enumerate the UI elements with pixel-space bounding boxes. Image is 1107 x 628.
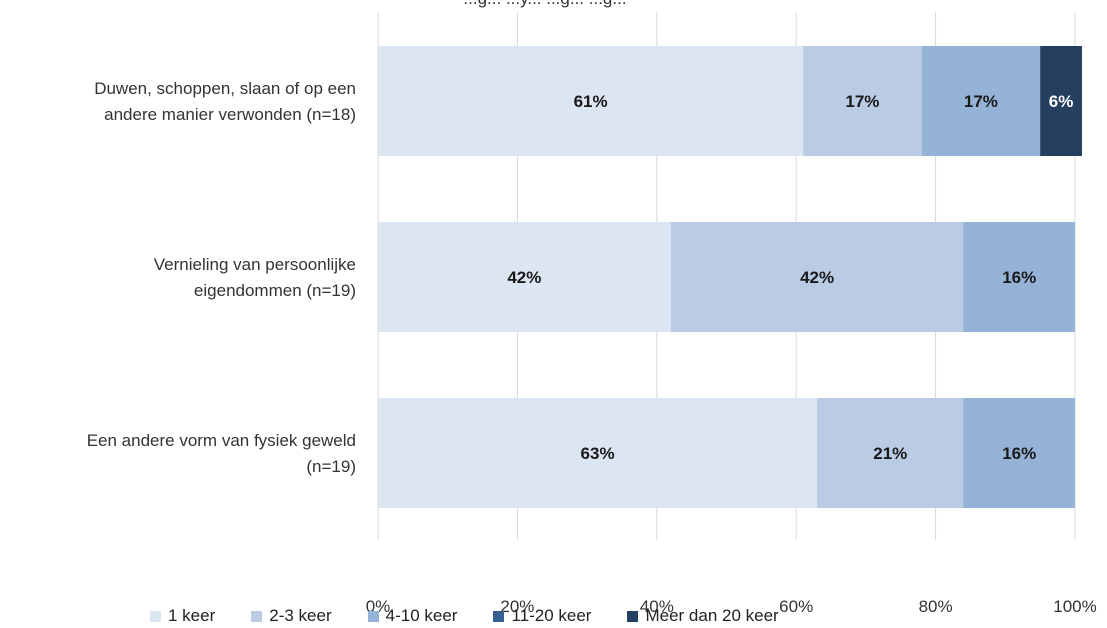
chart-title: ...g... ...y... ...g... ...g... bbox=[463, 0, 626, 8]
data-label: 21% bbox=[873, 444, 907, 463]
legend-label: 2-3 keer bbox=[269, 606, 332, 625]
bar-segment bbox=[817, 398, 964, 508]
category-label: Een andere vorm van fysiek geweld bbox=[87, 431, 356, 450]
legend-item: Meer dan 20 keer bbox=[627, 606, 779, 626]
bar-segment bbox=[963, 398, 1075, 508]
bar-segment bbox=[378, 46, 804, 156]
legend-swatch bbox=[493, 610, 505, 622]
data-label: 42% bbox=[507, 268, 541, 287]
legend-item: 1 keer bbox=[150, 606, 215, 626]
bar-segment bbox=[803, 46, 922, 156]
category-label: andere manier verwonden (n=18) bbox=[104, 105, 356, 124]
x-tick-label: 80% bbox=[919, 597, 953, 616]
x-tick-label: 20% bbox=[500, 597, 534, 616]
legend-swatch bbox=[150, 610, 161, 622]
x-tick-label: 100% bbox=[1053, 597, 1096, 616]
category-label: Vernieling van persoonlijke bbox=[154, 255, 356, 274]
legend-item: 11-20 keer bbox=[493, 606, 591, 626]
bar-segment bbox=[963, 222, 1075, 332]
bar-segment bbox=[921, 46, 1041, 156]
data-label: 17% bbox=[845, 92, 879, 111]
legend-label: Meer dan 20 keer bbox=[645, 606, 779, 625]
data-label: 42% bbox=[800, 268, 834, 287]
x-tick-label: 60% bbox=[779, 597, 813, 616]
data-label: 63% bbox=[581, 444, 615, 463]
data-label: 17% bbox=[964, 92, 998, 111]
data-label: 61% bbox=[574, 92, 608, 111]
legend-item: 2-3 keer bbox=[251, 606, 332, 626]
bar-segment bbox=[1040, 46, 1082, 156]
legend-swatch bbox=[251, 610, 263, 622]
legend-label: 4-10 keer bbox=[385, 606, 458, 625]
data-label: 16% bbox=[1002, 268, 1036, 287]
category-label: (n=19) bbox=[306, 457, 356, 476]
category-label: Duwen, schoppen, slaan of op een bbox=[94, 79, 356, 98]
category-label: eigendommen (n=19) bbox=[194, 281, 356, 300]
x-tick-label: 40% bbox=[640, 597, 674, 616]
chart-legend: 1 keer 2-3 keer 4-10 keer 11-20 keer Meer da… bbox=[150, 606, 1050, 626]
bar-segment bbox=[378, 398, 818, 508]
legend-swatch bbox=[627, 610, 639, 622]
data-label: 6% bbox=[1049, 92, 1074, 111]
legend-item: 4-10 keer bbox=[367, 606, 458, 626]
legend-swatch bbox=[367, 610, 379, 622]
bar-segment bbox=[378, 222, 671, 332]
data-label: 16% bbox=[1002, 444, 1036, 463]
legend-label: 1 keer bbox=[168, 606, 216, 625]
legend-label: 11-20 keer bbox=[511, 606, 592, 625]
bar-segment bbox=[670, 222, 964, 332]
